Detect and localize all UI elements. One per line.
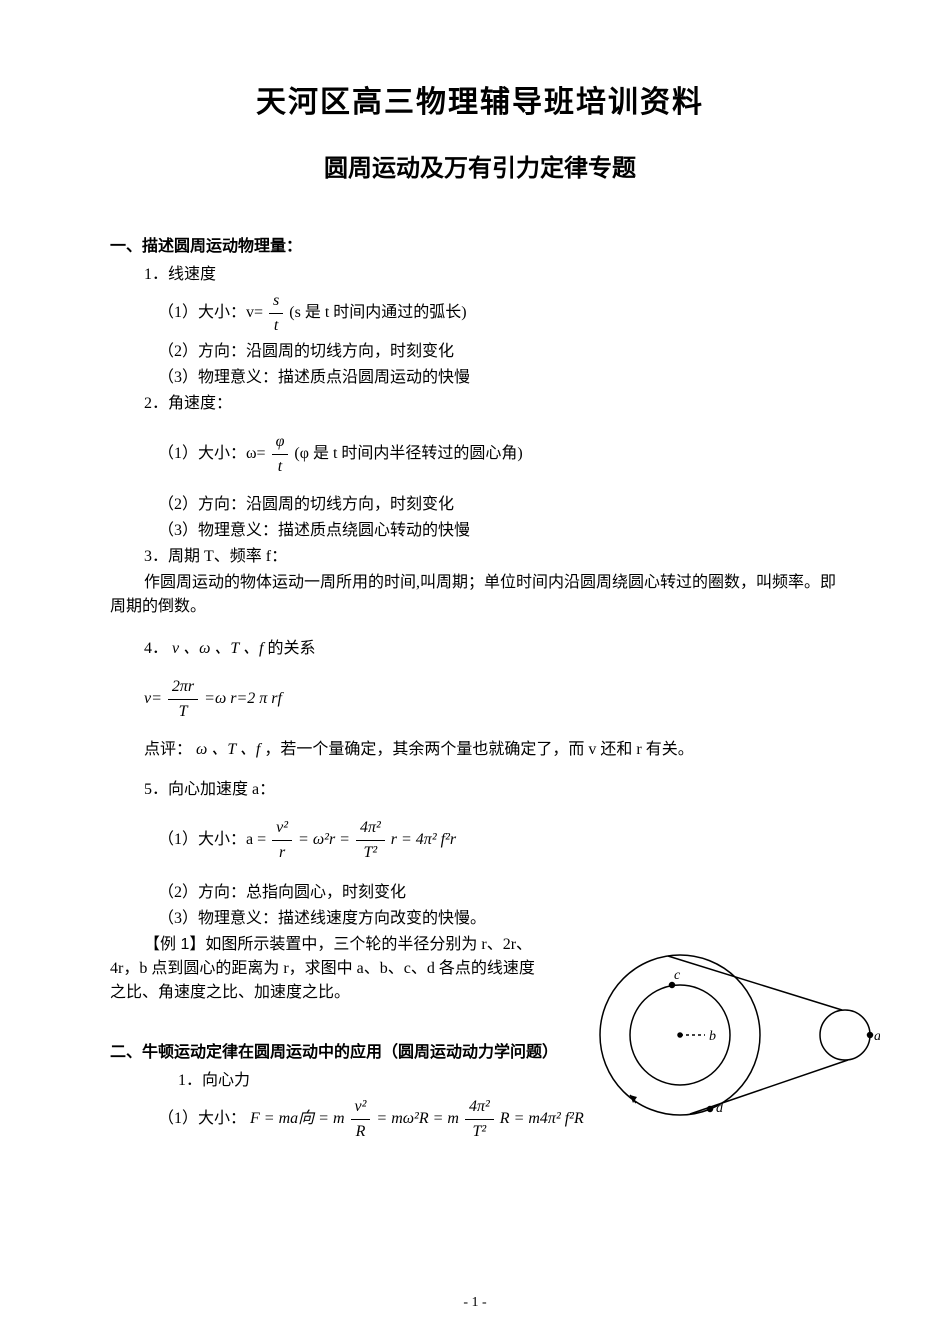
fraction-4pi2-over-T2-b: 4π² T² [465, 1095, 494, 1144]
s2-item-1-1-prefix: （1）大小： [158, 1110, 250, 1127]
frac-den: R [351, 1119, 371, 1144]
eq-2: r = 4π² f²r [391, 831, 456, 848]
frac-num: 4π² [465, 1095, 494, 1119]
item-2-1: （1）大小：ω= φ t (φ 是 t 时间内半径转过的圆心角) [158, 430, 850, 479]
item-1-2: （2）方向：沿圆周的切线方向，时刻变化 [110, 340, 850, 364]
fraction-2pir-over-t: 2πr T [168, 675, 198, 724]
sub-title: 圆周运动及万有引力定律专题 [110, 151, 850, 187]
frac-den: T² [356, 840, 385, 865]
frac-den: T [168, 699, 198, 724]
fraction-4pi2-over-t2: 4π² T² [356, 816, 385, 865]
item-2-1-suffix: (φ 是 t 时间内半径转过的圆心角) [294, 445, 522, 462]
frac-num: 4π² [356, 816, 385, 840]
fraction-s-over-t: s t [269, 289, 283, 338]
svg-text:c: c [674, 968, 681, 983]
item-4-comment-prefix: 点评： [144, 741, 192, 758]
formula-lhs: v= [144, 690, 166, 707]
frac-den: t [272, 454, 289, 479]
page: 天河区高三物理辅导班培训资料 圆周运动及万有引力定律专题 一、描述圆周运动物理量… [0, 0, 950, 1343]
item-3-title: 3．周期 T、频率 f： [110, 545, 850, 569]
fraction-v2-over-R: v² R [351, 1095, 371, 1144]
item-4-formula: v= 2πr T =ω r=2 π rf [144, 675, 850, 724]
item-2-1-prefix: （1）大小：ω= [158, 445, 270, 462]
formula-lhs: F = ma向 = m [250, 1110, 344, 1127]
item-1-title: 1．线速度 [110, 263, 850, 287]
frac-num: 2πr [168, 675, 198, 699]
svg-text:b: b [709, 1029, 716, 1044]
fraction-phi-over-t: φ t [272, 430, 289, 479]
formula-rhs: rf [271, 690, 282, 707]
item-1-1-suffix: (s 是 t 时间内通过的弧长) [289, 304, 466, 321]
item-4-title: 4． v 、ω 、T 、f 的关系 [110, 637, 850, 661]
example-1-label: 【例 1】 [144, 936, 205, 953]
item-4-title-suffix: 的关系 [267, 640, 315, 657]
formula-pi: π [259, 690, 267, 707]
item-5-2: （2）方向：总指向圆心，时刻变化 [110, 881, 840, 905]
item-2-2: （2）方向：沿圆周的切线方向，时刻变化 [110, 493, 850, 517]
pulley-svg: c b d a [550, 945, 880, 1120]
eq-1: = ω²r = [298, 831, 354, 848]
page-number: - 1 - [0, 1292, 950, 1313]
formula-mid1: = mω²R = m [376, 1110, 459, 1127]
item-5-3: （3）物理意义：描述线速度方向改变的快慢。 [110, 907, 840, 931]
svg-text:a: a [874, 1029, 880, 1044]
pulley-diagram: c b d a [550, 945, 880, 1120]
item-5-title: 5．向心加速度 a： [110, 778, 850, 802]
item-1-3: （3）物理意义：描述质点沿圆周运动的快慢 [110, 366, 850, 390]
frac-den: T² [465, 1119, 494, 1144]
frac-den: r [272, 840, 292, 865]
item-4-title-prefix: 4． [144, 640, 168, 657]
item-2-title: 2．角速度： [110, 392, 850, 416]
item-4-comment-vars: ω 、T 、f [196, 741, 260, 758]
svg-text:d: d [716, 1101, 724, 1116]
main-title: 天河区高三物理辅导班培训资料 [110, 80, 850, 125]
item-1-1-prefix: （1）大小：v= [158, 304, 267, 321]
frac-den: t [269, 313, 283, 338]
fraction-v2-over-r: v² r [272, 816, 292, 865]
formula-mid: =ω r=2 [204, 690, 255, 707]
frac-num: v² [351, 1095, 371, 1119]
item-4-title-vars: v 、ω 、T 、f [172, 640, 263, 657]
item-2-3: （3）物理意义：描述质点绕圆心转动的快慢 [110, 519, 850, 543]
item-4-comment-suffix: ，若一个量确定，其余两个量也就确定了，而 v 还和 r 有关。 [264, 741, 693, 758]
item-1-1: （1）大小：v= s t (s 是 t 时间内通过的弧长) [110, 289, 850, 338]
frac-num: s [269, 289, 283, 313]
item-5-1-prefix: （1）大小：a = [158, 831, 270, 848]
frac-num: φ [272, 430, 289, 454]
item-5-1: （1）大小：a = v² r = ω²r = 4π² T² r = 4π² f²… [158, 816, 850, 865]
frac-num: v² [272, 816, 292, 840]
item-4-comment: 点评： ω 、T 、f ，若一个量确定，其余两个量也就确定了，而 v 还和 r … [110, 738, 850, 762]
section-1-heading: 一、描述圆周运动物理量： [110, 235, 850, 259]
item-3-body: 作圆周运动的物体运动一周所用的时间,叫周期；单位时间内沿圆周绕圆心转过的圈数，叫… [110, 571, 850, 619]
